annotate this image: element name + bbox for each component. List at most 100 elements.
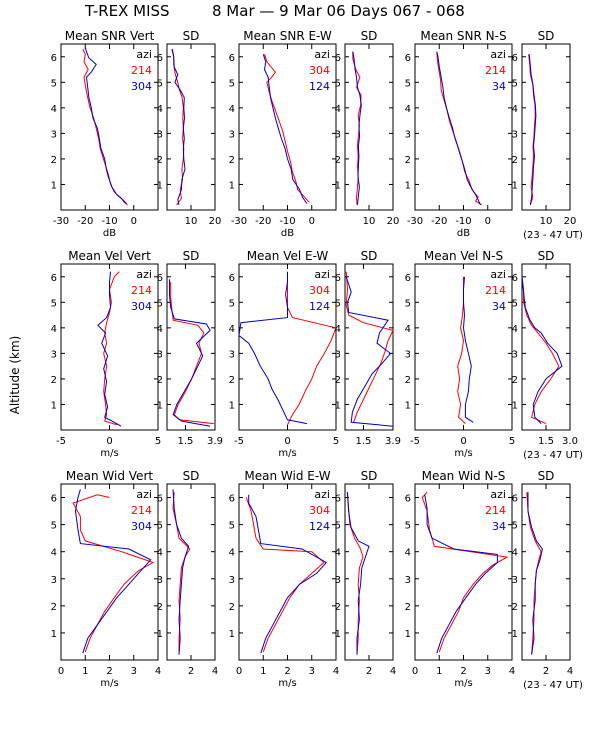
- series-line-34: [462, 276, 474, 423]
- series-line-304: [287, 276, 337, 426]
- legend-head: azi: [136, 488, 152, 501]
- ut-note: (23 - 47 UT): [523, 680, 583, 691]
- x-tick-label: -5: [56, 436, 66, 447]
- legend-entry: 214: [485, 504, 506, 517]
- y-tick-label: 2: [512, 375, 518, 386]
- x-tick-label: 1.5: [178, 436, 194, 447]
- panel-title: SD: [361, 249, 378, 263]
- y-tick-label: 3: [512, 575, 518, 586]
- x-tick-label: 2: [543, 666, 549, 677]
- figure-dates: 8 Mar — 9 Mar 06 Days 067 - 068: [212, 2, 465, 20]
- series-line-124: [238, 271, 307, 425]
- x-tick-label: -5: [410, 436, 420, 447]
- y-tick-label: 2: [51, 375, 57, 386]
- y-tick-label: 3: [157, 575, 163, 586]
- x-tick-label: 0: [284, 436, 290, 447]
- y-tick-label: 6: [512, 494, 518, 505]
- panel-frame: [521, 483, 571, 661]
- series-line-304: [169, 279, 211, 427]
- x-tick-label: 1.5: [538, 436, 554, 447]
- panel-title: SD: [183, 29, 200, 43]
- y-tick-label: 6: [51, 53, 57, 64]
- panel-frame: [344, 263, 394, 431]
- series-line-124: [346, 492, 370, 655]
- y-tick-label: 2: [335, 602, 341, 613]
- y-tick-label: 2: [229, 602, 235, 613]
- y-tick-label: 5: [335, 521, 341, 532]
- y-tick-label: 4: [512, 548, 518, 559]
- y-tick-label: 5: [157, 521, 163, 532]
- y-tick-label: 6: [51, 273, 57, 284]
- y-tick-label: 5: [512, 521, 518, 532]
- x-tick-label: 20: [387, 216, 400, 227]
- legend-entry: 214: [131, 504, 152, 517]
- x-tick-label: 2: [188, 666, 194, 677]
- y-tick-label: 3: [157, 129, 163, 140]
- y-tick-label: 4: [157, 324, 163, 335]
- x-tick-label: 5: [333, 436, 339, 447]
- y-tick-label: 4: [51, 104, 57, 115]
- x-tick-label: 4: [567, 666, 573, 677]
- x-tick-label: 10: [185, 216, 198, 227]
- y-tick-label: 4: [51, 548, 57, 559]
- x-tick-label: 1: [260, 666, 266, 677]
- series-line-124: [345, 276, 394, 427]
- x-tick-label: 5: [155, 436, 161, 447]
- y-tick-label: 5: [512, 78, 518, 89]
- x-tick-label: -10: [279, 216, 295, 227]
- x-tick-label: 0: [460, 436, 466, 447]
- series-line-214: [82, 48, 128, 206]
- panel-title: Mean Vel Vert: [68, 249, 151, 263]
- x-unit-label: m/s: [100, 448, 118, 459]
- y-tick-label: 2: [405, 375, 411, 386]
- x-tick-label: 4: [333, 666, 339, 677]
- legend-head: azi: [490, 268, 506, 281]
- panel-title: Mean Wid N-S: [422, 469, 506, 483]
- y-tick-label: 5: [512, 298, 518, 309]
- y-tick-label: 4: [405, 548, 411, 559]
- y-tick-label: 1: [51, 629, 57, 640]
- y-tick-label: 5: [405, 521, 411, 532]
- y-tick-label: 4: [512, 324, 518, 335]
- legend-entry: 124: [309, 520, 330, 533]
- y-tick-label: 6: [512, 53, 518, 64]
- series-line-304: [171, 49, 186, 206]
- x-tick-label: -20: [255, 216, 271, 227]
- x-tick-label: 0: [131, 216, 137, 227]
- y-tick-label: 4: [405, 104, 411, 115]
- figure-title: T-REX MISS: [84, 2, 170, 20]
- y-tick-label: 1: [157, 180, 163, 191]
- ut-note: (23 - 47 UT): [523, 450, 583, 461]
- y-tick-label: 4: [229, 104, 235, 115]
- series-line-124: [352, 51, 362, 205]
- y-tick-label: 1: [405, 400, 411, 411]
- x-unit-label: m/s: [278, 448, 296, 459]
- series-line-34: [521, 276, 563, 424]
- panel-frame: [166, 263, 216, 431]
- panel-title: Mean SNR Vert: [65, 29, 155, 43]
- panel-title: Mean SNR E-W: [243, 29, 332, 43]
- x-tick-label: 4: [390, 666, 396, 677]
- x-tick-label: 10: [363, 216, 376, 227]
- legend-head: azi: [490, 48, 506, 61]
- y-tick-label: 1: [512, 629, 518, 640]
- y-tick-label: 5: [51, 78, 57, 89]
- legend-head: azi: [314, 48, 330, 61]
- legend-head: azi: [314, 268, 330, 281]
- y-tick-label: 1: [229, 400, 235, 411]
- legend-head: azi: [136, 268, 152, 281]
- legend-entry: 304: [131, 80, 152, 93]
- y-tick-label: 6: [335, 273, 341, 284]
- x-unit-label: m/s: [100, 678, 118, 689]
- y-tick-label: 4: [335, 548, 341, 559]
- series-line-214: [170, 281, 214, 425]
- x-unit-label: m/s: [278, 678, 296, 689]
- y-axis-label: Altitude (km): [8, 336, 22, 415]
- series-line-304: [84, 47, 127, 204]
- series-line-304: [352, 51, 362, 205]
- y-tick-label: 5: [405, 78, 411, 89]
- y-tick-label: 1: [157, 400, 163, 411]
- panel-title: SD: [183, 469, 200, 483]
